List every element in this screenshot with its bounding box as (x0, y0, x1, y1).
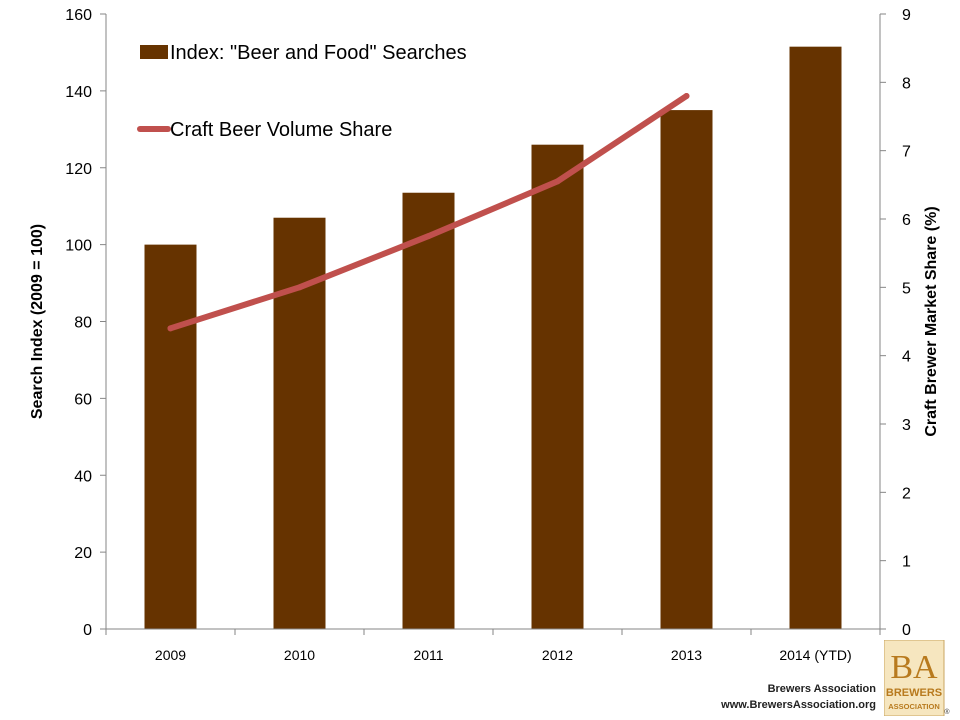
brewers-association-logo: BA BREWERS ASSOCIATION ® (884, 640, 950, 716)
bar-0 (144, 244, 197, 629)
axes-layer: 0 20 40 60 80 100 120 140 160 0 1 2 3 4 5 6 7 8 9 2009 2010 2… (29, 7, 940, 663)
line-point-0 (167, 325, 174, 332)
y-left-tick-label: 60 (74, 391, 92, 408)
bar-2 (402, 192, 455, 629)
y-right-tick-label: 6 (902, 212, 911, 229)
line-point-4 (683, 93, 690, 99)
x-tick-label: 2009 (155, 647, 186, 663)
logo-monogram: BA (890, 649, 938, 686)
logo-line1: BREWERS (886, 687, 942, 699)
legend-label-line: Craft Beer Volume Share (170, 119, 392, 141)
y-left-tick-label: 100 (65, 238, 92, 255)
footer-url: www.BrewersAssociation.org (721, 699, 876, 711)
y-right-tick-label: 9 (902, 7, 911, 24)
y-right-tick-label: 2 (902, 485, 911, 502)
x-tick-label: 2014 (YTD) (779, 647, 851, 663)
x-tick-label: 2013 (671, 647, 702, 663)
y-left-tick-label: 120 (65, 161, 92, 178)
bar-5 (789, 46, 842, 629)
logo-registered-mark: ® (944, 708, 950, 716)
line-layer (167, 93, 690, 332)
y-axis-left-title: Search Index (2009 = 100) (29, 224, 46, 419)
line-point-2 (425, 233, 432, 240)
line-point-1 (296, 284, 303, 291)
x-tick-label: 2012 (542, 647, 573, 663)
legend-label-bars: Index: "Beer and Food" Searches (170, 42, 467, 64)
logo-line2: ASSOCIATION (888, 702, 940, 711)
y-left-tick-label: 160 (65, 7, 92, 24)
bar-3 (531, 144, 584, 629)
y-right-tick-label: 8 (902, 75, 911, 92)
footer-organization: Brewers Association (767, 683, 876, 695)
y-left-tick-label: 140 (65, 84, 92, 101)
y-right-tick-label: 4 (902, 349, 911, 366)
legend: Index: "Beer and Food" Searches Craft Bee… (137, 42, 467, 141)
y-left-tick-label: 20 (74, 545, 92, 562)
y-right-tick-label: 5 (902, 280, 911, 297)
y-right-tick-label: 7 (902, 144, 911, 161)
bar-4 (660, 110, 713, 629)
y-right-tick-label: 1 (902, 554, 911, 571)
legend-swatch-bars (140, 45, 168, 59)
y-axis-right-title: Craft Brewer Market Share (%) (923, 206, 940, 436)
y-left-tick-label: 0 (83, 622, 92, 639)
y-left-tick-label: 80 (74, 315, 92, 332)
y-right-tick-label: 0 (902, 622, 911, 639)
y-right-tick-label: 3 (902, 417, 911, 434)
y-left-tick-label: 40 (74, 468, 92, 485)
x-tick-label: 2011 (413, 647, 443, 663)
bars-layer (144, 46, 842, 629)
x-tick-label: 2010 (284, 647, 315, 663)
line-point-3 (554, 178, 561, 185)
